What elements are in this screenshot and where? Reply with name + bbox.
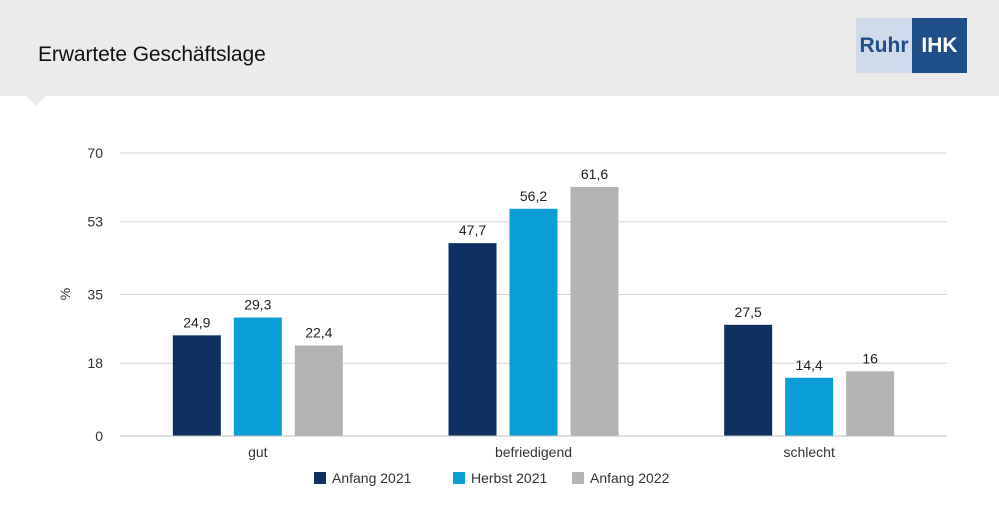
bar [846,371,895,436]
data-label: 29,3 [244,297,271,313]
bar [724,324,773,436]
legend-swatch [314,472,326,484]
bar [570,186,619,436]
y-tick-label: 18 [87,355,103,371]
legend-label: Anfang 2022 [590,470,670,486]
header-notch [26,96,46,106]
data-label: 56,2 [520,188,547,204]
y-tick-label: 70 [87,145,103,161]
ruhr-ihk-logo: Ruhr IHK [856,18,967,73]
bar [785,377,834,436]
data-label: 61,6 [581,166,608,182]
logo-ihk: IHK [912,18,967,73]
y-tick-label: 0 [95,428,103,444]
y-tick-label: 53 [87,214,103,230]
bar [294,345,343,436]
x-category-label: befriedigend [495,444,572,460]
data-label: 24,9 [183,314,210,330]
x-category-label: schlecht [783,444,834,460]
y-tick-label: 35 [87,287,103,303]
legend-label: Anfang 2021 [332,470,412,486]
x-category-label: gut [248,444,268,460]
bar [233,317,282,436]
bar [172,335,221,436]
data-label: 47,7 [459,222,486,238]
data-label: 27,5 [735,304,762,320]
page-title: Erwartete Geschäftslage [38,43,266,66]
legend-swatch [572,472,584,484]
y-axis-title: % [57,288,73,300]
data-label: 14,4 [796,357,823,373]
data-label: 16 [862,350,878,366]
logo-ruhr: Ruhr [856,18,912,73]
legend-label: Herbst 2021 [471,470,547,486]
legend-swatch [453,472,465,484]
data-label: 22,4 [305,324,332,340]
header-bar [0,0,999,96]
bar [509,208,558,436]
bar [448,243,497,436]
